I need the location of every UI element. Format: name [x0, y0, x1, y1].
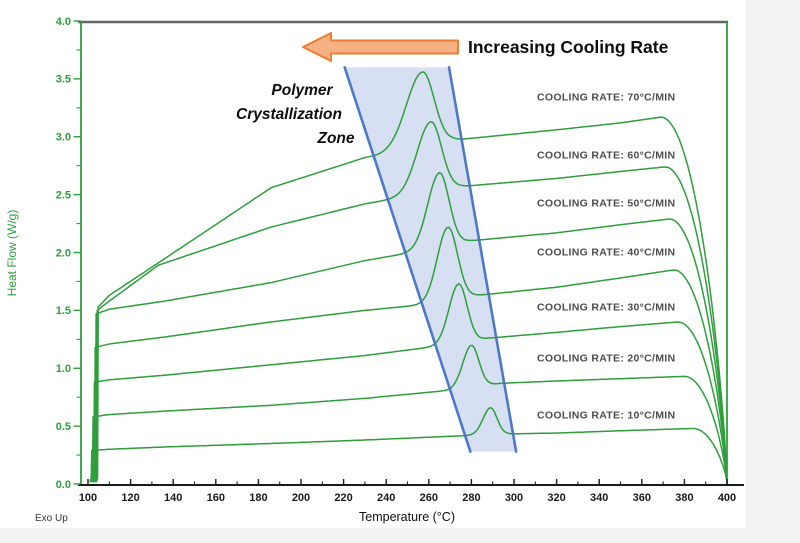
dsc-curve-60 — [94, 120, 728, 483]
dsc-curve-30 — [91, 283, 728, 483]
dsc-curve-10 — [89, 406, 728, 483]
y-tick-label: 1.0 — [56, 363, 71, 375]
x-tick-label: 180 — [249, 492, 267, 504]
cooling-rate-label-40: COOLING RATE: 40°C/MIN — [537, 247, 675, 259]
zone-right-border — [447, 66, 518, 453]
cooling-rate-label-50: COOLING RATE: 50°C/MIN — [537, 198, 675, 210]
x-tick-label: 320 — [547, 492, 565, 504]
zone-label-line-3: Zone — [316, 130, 354, 147]
y-tick-label: 3.5 — [56, 74, 71, 86]
cooling-rate-label-20: COOLING RATE: 20°C/MIN — [537, 353, 675, 365]
cooling-rate-label-10: COOLING RATE: 10°C/MIN — [537, 410, 675, 422]
y-tick-label: 4.0 — [56, 16, 71, 28]
y-tick-label: 0.5 — [56, 421, 71, 433]
dsc-curves-layer — [89, 71, 728, 483]
zone-label-line-1: Polymer — [271, 82, 333, 99]
cooling-rate-label-60: COOLING RATE: 60°C/MIN — [537, 150, 675, 162]
x-tick-label: 340 — [590, 492, 608, 504]
cooling-rate-label-70: COOLING RATE: 70°C/MIN — [537, 92, 675, 104]
x-axis-title: Temperature (°C) — [359, 510, 455, 524]
x-tick-label: 200 — [292, 492, 310, 504]
x-tick-label: 100 — [79, 492, 97, 504]
exo-up-note: Exo Up — [35, 513, 68, 524]
zone-label-line-2: Crystallization — [236, 106, 342, 123]
y-tick-label: 2.5 — [56, 189, 71, 201]
x-tick-label: 140 — [164, 492, 182, 504]
cooling-rate-labels-layer: COOLING RATE: 70°C/MIN COOLING RATE: 60°C… — [537, 92, 675, 422]
x-tick-label: 220 — [334, 492, 352, 504]
increasing-cooling-rate-arrow-icon — [302, 32, 459, 62]
dsc-curve-20 — [90, 344, 728, 483]
y-tick-label: 3.0 — [56, 132, 71, 144]
crystallization-zone-fill — [344, 67, 517, 452]
y-tick-label: 2.0 — [56, 247, 71, 259]
x-tick-label: 260 — [420, 492, 438, 504]
crystallization-zone-fill-layer — [344, 67, 517, 452]
crystallization-zone-border-layer — [343, 66, 518, 453]
cooling-rate-label-30: COOLING RATE: 30°C/MIN — [537, 302, 675, 314]
x-tick-label: 360 — [633, 492, 651, 504]
x-tick-label: 400 — [718, 492, 736, 504]
dsc-curve-40 — [92, 226, 728, 483]
y-tick-label: 0.0 — [56, 479, 71, 491]
x-tick-label: 380 — [675, 492, 693, 504]
dsc-curve-70 — [95, 71, 728, 483]
tick-labels-layer: 100 120 140 160 180 200 220 240 260 280 300 320 340 3… — [56, 16, 736, 504]
y-axis-title: Heat Flow (W/g) — [5, 210, 19, 297]
arrow-title: Increasing Cooling Rate — [468, 37, 669, 57]
x-tick-label: 300 — [505, 492, 523, 504]
x-tick-label: 240 — [377, 492, 395, 504]
dsc-curve-50 — [93, 172, 728, 483]
x-tick-label: 120 — [121, 492, 139, 504]
x-tick-label: 160 — [207, 492, 225, 504]
y-tick-label: 1.5 — [56, 305, 71, 317]
x-tick-label: 280 — [462, 492, 480, 504]
axes-layer — [73, 20, 744, 486]
zone-left-border — [343, 66, 472, 453]
